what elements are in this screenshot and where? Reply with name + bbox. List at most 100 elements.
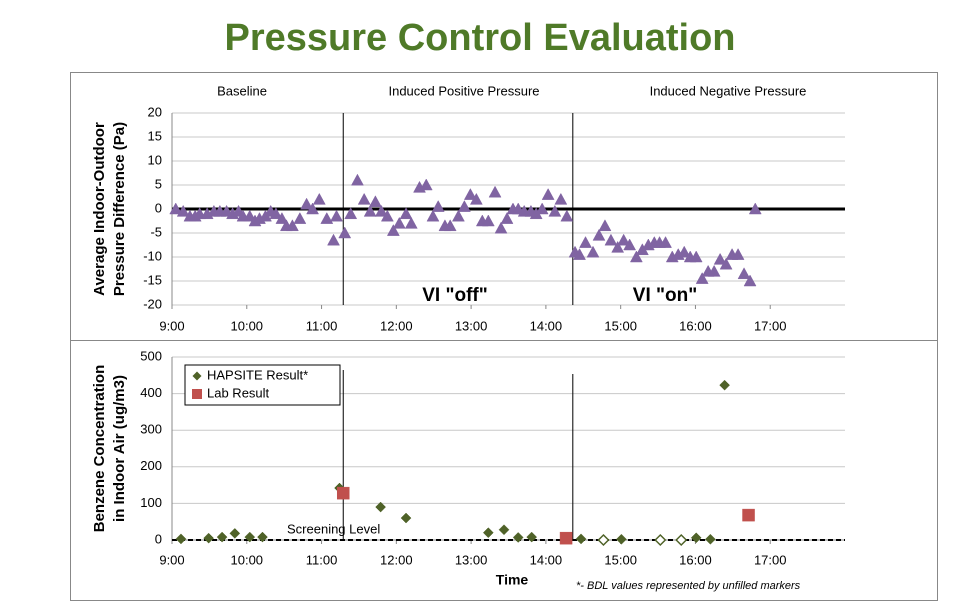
x-tick-label: 11:00: [306, 318, 338, 333]
x-tick-label: 16:00: [679, 552, 712, 567]
diamond-marker: [690, 532, 702, 544]
triangle-marker: [592, 228, 606, 241]
triangle-marker: [573, 248, 586, 260]
diamond-marker: [512, 532, 524, 543]
triangle-marker: [306, 202, 320, 215]
footnote: *- BDL values represented by unfilled ma…: [576, 580, 801, 592]
triangle-marker: [535, 202, 549, 215]
diamond-marker: [375, 501, 386, 513]
x-tick-label: 15:00: [604, 552, 637, 567]
y-tick-label: 500: [140, 348, 162, 363]
triangle-marker: [677, 245, 691, 258]
diamond-marker: [400, 512, 412, 524]
square-marker: [742, 508, 755, 522]
triangle-marker: [579, 236, 592, 248]
y-axis-label: Pressure Difference (Pa): [111, 122, 128, 296]
legend-marker: [192, 389, 202, 399]
y-tick-label: 20: [148, 104, 162, 119]
square-marker: [336, 486, 350, 500]
triangle-marker: [404, 216, 418, 229]
triangle-marker: [719, 257, 733, 270]
y-axis-label: in Indoor Air (ug/m3): [111, 375, 128, 522]
triangle-marker: [695, 272, 709, 284]
x-tick-label: 11:00: [306, 552, 338, 567]
x-tick-label: 10:00: [231, 552, 264, 567]
legend-label: HAPSITE Result*: [207, 367, 308, 382]
diamond-marker: [482, 527, 494, 539]
legend-label: Lab Result: [207, 385, 270, 400]
legend-box: [184, 364, 341, 406]
triangle-marker: [500, 212, 514, 224]
diamond-marker: [719, 379, 730, 391]
triangle-marker: [243, 209, 257, 222]
triangle-marker: [604, 233, 618, 246]
triangle-marker: [541, 188, 555, 200]
x-tick-label: 9:00: [159, 318, 184, 333]
diamond-marker: [675, 533, 688, 547]
y-tick-label: 0: [155, 200, 162, 215]
triangle-marker: [560, 209, 574, 222]
diamond-marker: [498, 524, 510, 536]
triangle-marker: [494, 221, 508, 234]
x-tick-label: 10:00: [231, 318, 264, 333]
diamond-marker: [229, 528, 241, 539]
y-tick-label: 200: [140, 458, 162, 473]
y-tick-label: 15: [148, 128, 162, 143]
triangle-marker: [357, 192, 371, 205]
triangle-marker: [554, 192, 568, 205]
y-tick-label: -20: [143, 296, 162, 311]
x-tick-label: 16:00: [679, 318, 712, 333]
y-tick-label: 0: [155, 531, 162, 546]
triangle-marker: [344, 207, 358, 220]
y-tick-label: 5: [155, 176, 162, 191]
triangle-marker: [659, 236, 672, 248]
y-tick-label: 300: [140, 422, 162, 437]
triangle-marker: [431, 200, 445, 212]
triangle-marker: [392, 216, 406, 229]
annotation: VI "on": [633, 285, 697, 306]
triangle-marker: [293, 212, 307, 224]
legend-marker: [192, 371, 202, 381]
x-tick-label: 15:00: [604, 318, 637, 333]
section-label: Induced Negative Pressure: [650, 83, 807, 98]
annotation: VI "off": [422, 285, 488, 306]
x-tick-label: 9:00: [159, 552, 184, 567]
triangle-marker: [598, 219, 612, 232]
x-tick-label: 14:00: [530, 318, 563, 333]
triangle-marker: [368, 195, 382, 208]
triangle-marker: [451, 209, 465, 222]
y-tick-label: -10: [143, 248, 162, 263]
triangle-marker: [169, 202, 183, 215]
triangle-marker: [419, 178, 433, 191]
diamond-marker: [175, 533, 187, 545]
triangle-marker: [330, 209, 343, 222]
triangle-marker: [374, 204, 388, 217]
x-tick-label: 14:00: [530, 552, 563, 567]
triangle-marker: [443, 219, 457, 232]
triangle-marker: [623, 238, 637, 251]
triangle-marker: [351, 173, 364, 186]
y-axis-label: Benzene Concentration: [91, 365, 108, 533]
x-tick-label: 13:00: [455, 318, 488, 333]
triangle-marker: [469, 192, 483, 205]
triangle-marker: [737, 267, 751, 280]
y-tick-label: 400: [140, 385, 162, 400]
triangle-marker: [731, 248, 745, 260]
diamond-marker: [526, 531, 538, 543]
triangle-marker: [488, 185, 502, 198]
diamond-marker: [705, 533, 716, 545]
section-label: Baseline: [217, 83, 267, 98]
section-label: Induced Positive Pressure: [388, 83, 539, 98]
y-tick-label: 100: [140, 495, 162, 510]
x-tick-label: 12:00: [380, 318, 413, 333]
diamond-marker: [575, 533, 587, 545]
triangle-marker: [586, 245, 600, 258]
triangle-marker: [386, 224, 400, 236]
diamond-marker: [244, 531, 256, 543]
triangle-marker: [707, 264, 721, 277]
diamond-marker: [616, 533, 627, 545]
triangle-marker: [748, 202, 762, 215]
triangle-marker: [457, 200, 471, 212]
triangle-marker: [176, 204, 190, 217]
